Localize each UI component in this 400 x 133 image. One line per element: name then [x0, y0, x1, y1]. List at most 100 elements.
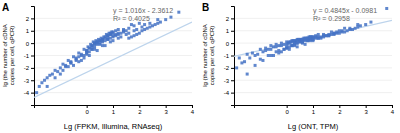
grid-line	[234, 67, 392, 68]
grid-line	[34, 67, 192, 68]
point	[83, 54, 86, 57]
point	[348, 27, 351, 30]
tick: -4	[224, 90, 234, 96]
point	[133, 34, 136, 37]
point	[356, 23, 359, 26]
x-axis: 01234	[35, 105, 195, 115]
tick-mark	[366, 105, 367, 108]
tick-label: 1	[112, 109, 116, 115]
point	[96, 49, 99, 52]
point	[288, 42, 291, 45]
point	[80, 59, 83, 62]
y-axis: -4-3-2-1012	[24, 7, 35, 106]
point	[343, 27, 346, 30]
tick: 1	[226, 28, 234, 34]
points	[35, 11, 180, 94]
axis-line	[235, 106, 393, 109]
point	[314, 35, 317, 38]
plot-area: 01234-4-3-2-1012y = 1.016x - 2.3612R² = …	[24, 7, 195, 116]
point	[283, 43, 286, 46]
tick-label: -2	[224, 65, 230, 71]
point	[240, 61, 243, 64]
panel-label: B	[202, 2, 209, 13]
point	[96, 42, 99, 45]
annotation: R² = 0.2958	[313, 15, 350, 22]
tick: -2	[24, 65, 34, 71]
tick: -1	[24, 53, 34, 59]
tick-mark	[313, 105, 314, 108]
point	[296, 42, 299, 45]
tick-mark	[31, 68, 34, 69]
grid-line	[34, 80, 192, 81]
point	[335, 30, 338, 33]
y-axis: -4-3-2-1012	[224, 7, 235, 106]
tick-label: 4	[191, 109, 195, 115]
point	[351, 28, 354, 31]
tick: 1	[26, 28, 34, 34]
point	[261, 50, 264, 53]
point	[385, 7, 388, 10]
tick: -2	[224, 65, 234, 71]
grid-line	[34, 43, 192, 44]
tick-label: 2	[338, 109, 342, 115]
tick-label: -3	[224, 78, 230, 84]
point	[290, 44, 293, 47]
point	[290, 44, 293, 47]
point	[143, 23, 146, 26]
point	[264, 49, 267, 52]
tick: -4	[24, 90, 34, 96]
point	[280, 50, 283, 53]
tick: 4	[391, 105, 395, 115]
point	[364, 23, 367, 26]
grid-line	[34, 92, 192, 93]
point	[138, 22, 141, 25]
point	[69, 61, 72, 64]
point	[283, 48, 286, 51]
point	[117, 37, 120, 40]
point	[285, 45, 288, 48]
point	[61, 63, 64, 66]
tick-label: -4	[24, 90, 30, 96]
point	[117, 32, 120, 35]
marks	[34, 11, 192, 98]
tick-mark	[287, 105, 288, 108]
point	[309, 35, 312, 38]
point	[98, 43, 101, 46]
point	[164, 18, 167, 21]
tick: -1	[224, 53, 234, 59]
point	[46, 85, 49, 88]
point	[109, 33, 112, 36]
point	[256, 53, 259, 56]
point	[254, 54, 257, 57]
tick-mark	[339, 105, 340, 108]
tick-label: -3	[24, 78, 30, 84]
point	[93, 43, 96, 46]
point	[112, 39, 115, 42]
point	[109, 33, 112, 36]
point	[54, 76, 57, 79]
tick-mark	[231, 80, 234, 81]
point	[114, 29, 117, 32]
tick-label: 1	[312, 109, 316, 115]
point	[67, 65, 70, 68]
tick-mark	[31, 93, 34, 94]
tick-label: -1	[24, 53, 30, 59]
point	[148, 26, 151, 29]
axis-line	[31, 7, 35, 106]
point	[267, 48, 270, 51]
tick-label: -1	[224, 53, 230, 59]
point	[85, 49, 88, 52]
point	[290, 44, 293, 47]
point	[312, 38, 315, 41]
grid-line	[234, 30, 392, 31]
point	[259, 58, 262, 61]
point	[88, 54, 91, 57]
point	[298, 40, 301, 43]
tick: 3	[364, 105, 368, 115]
point	[83, 48, 86, 51]
point	[238, 56, 241, 59]
point	[261, 59, 264, 62]
point	[359, 24, 362, 27]
point	[369, 21, 372, 24]
tick: 1	[112, 105, 116, 115]
